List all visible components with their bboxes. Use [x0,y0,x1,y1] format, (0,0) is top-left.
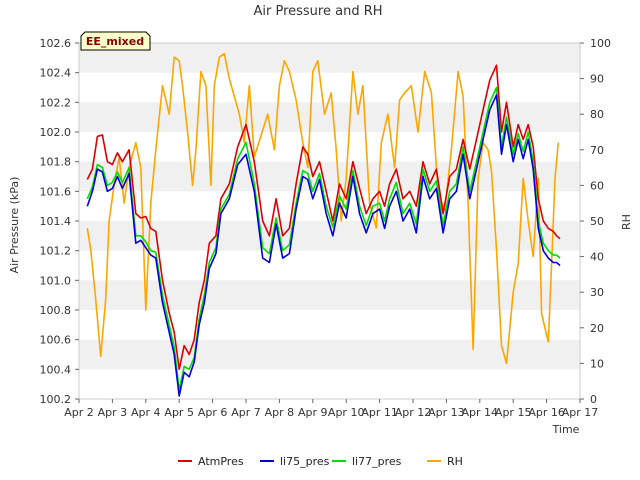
x-tick-label: Apr 16 [528,406,565,419]
y-tick-label: 100.8 [40,304,72,317]
legend-label: AtmPres [198,455,244,468]
y-tick-label: 102.2 [40,96,72,109]
legend-label: li77_pres [352,455,402,468]
y2-tick-label: 40 [590,251,604,264]
y-tick-label: 101.0 [40,274,72,287]
x-tick-label: Apr 4 [131,406,161,419]
x-tick-label: Apr 15 [495,406,532,419]
y2-axis-title: RH [620,214,633,230]
y-axis-right: 0 10 20 30 40 50 60 70 80 90 100 [580,37,611,406]
legend-item-rh: RH [427,455,463,468]
series-line-li75_pres [86,94,561,397]
chart-title: Air Pressure and RH [253,4,382,19]
x-tick-label: Apr 5 [164,406,194,419]
y2-tick-label: 30 [590,286,604,299]
series-layer [86,52,561,397]
y2-tick-label: 100 [590,37,611,50]
y-axis-title: Air Pressure (kPa) [8,177,21,274]
x-tick-label: Apr 9 [298,406,328,419]
y-tick-label: 102.4 [40,67,72,80]
y2-tick-label: 50 [590,215,604,228]
x-tick-label: Apr 11 [361,406,398,419]
y2-tick-label: 60 [590,179,604,192]
y-tick-label: 101.4 [40,215,72,228]
x-axis: Apr 2 Apr 3 Apr 4 Apr 5 Apr 6 Apr 7 Apr 8 Apr 9… [64,399,598,419]
series-line-li77_pres [86,86,561,391]
y2-tick-label: 20 [590,322,604,335]
y2-tick-label: 80 [590,108,604,121]
grid-band [79,161,580,192]
x-tick-label: Apr 8 [265,406,295,419]
y-tick-label: 101.2 [40,245,72,258]
x-tick-label: Apr 6 [198,406,228,419]
y-tick-label: 101.6 [40,185,72,198]
y-tick-label: 102.6 [40,37,72,50]
x-tick-label: Apr 14 [462,406,499,419]
badge-box [80,31,151,51]
badge-label: EE_mixed [86,35,144,48]
x-tick-label: Apr 7 [231,406,261,419]
legend-label: RH [447,455,463,468]
grid-band [79,102,580,132]
legend-item-atmpres: AtmPres [178,455,244,468]
legend-item-li75_pres: li75_pres [260,455,330,468]
x-tick-label: Apr 13 [428,406,465,419]
y-tick-label: 100.4 [40,363,72,376]
y2-tick-label: 70 [590,144,604,157]
x-axis-title: Time [552,423,580,436]
x-tick-label: Apr 2 [64,406,94,419]
y-tick-label: 100.6 [40,334,72,347]
y2-tick-label: 10 [590,357,604,370]
y2-tick-label: 90 [590,73,604,86]
legend: AtmPres li75_pres li77_pres RH [178,455,463,468]
series-line-rh [86,52,560,365]
grid-band [79,280,580,310]
x-tick-label: Apr 12 [395,406,432,419]
x-tick-label: Apr 17 [562,406,599,419]
site-badge: EE_mixed [80,31,151,51]
x-tick-label: Apr 10 [328,406,365,419]
y2-tick-label: 0 [590,393,597,406]
legend-item-li77_pres: li77_pres [332,455,402,468]
y-tick-label: 100.2 [40,393,72,406]
y-axis-left: 100.2 100.4 100.6 100.8 101.0 101.2 101.4 101.6… [40,37,79,406]
grid-band [79,339,580,370]
y-tick-label: 101.8 [40,156,72,169]
series-line-atmpres [86,64,561,371]
y-tick-label: 102.0 [40,126,72,139]
legend-label: li75_pres [280,455,330,468]
x-tick-label: Apr 3 [98,406,128,419]
grid-band [79,43,580,73]
